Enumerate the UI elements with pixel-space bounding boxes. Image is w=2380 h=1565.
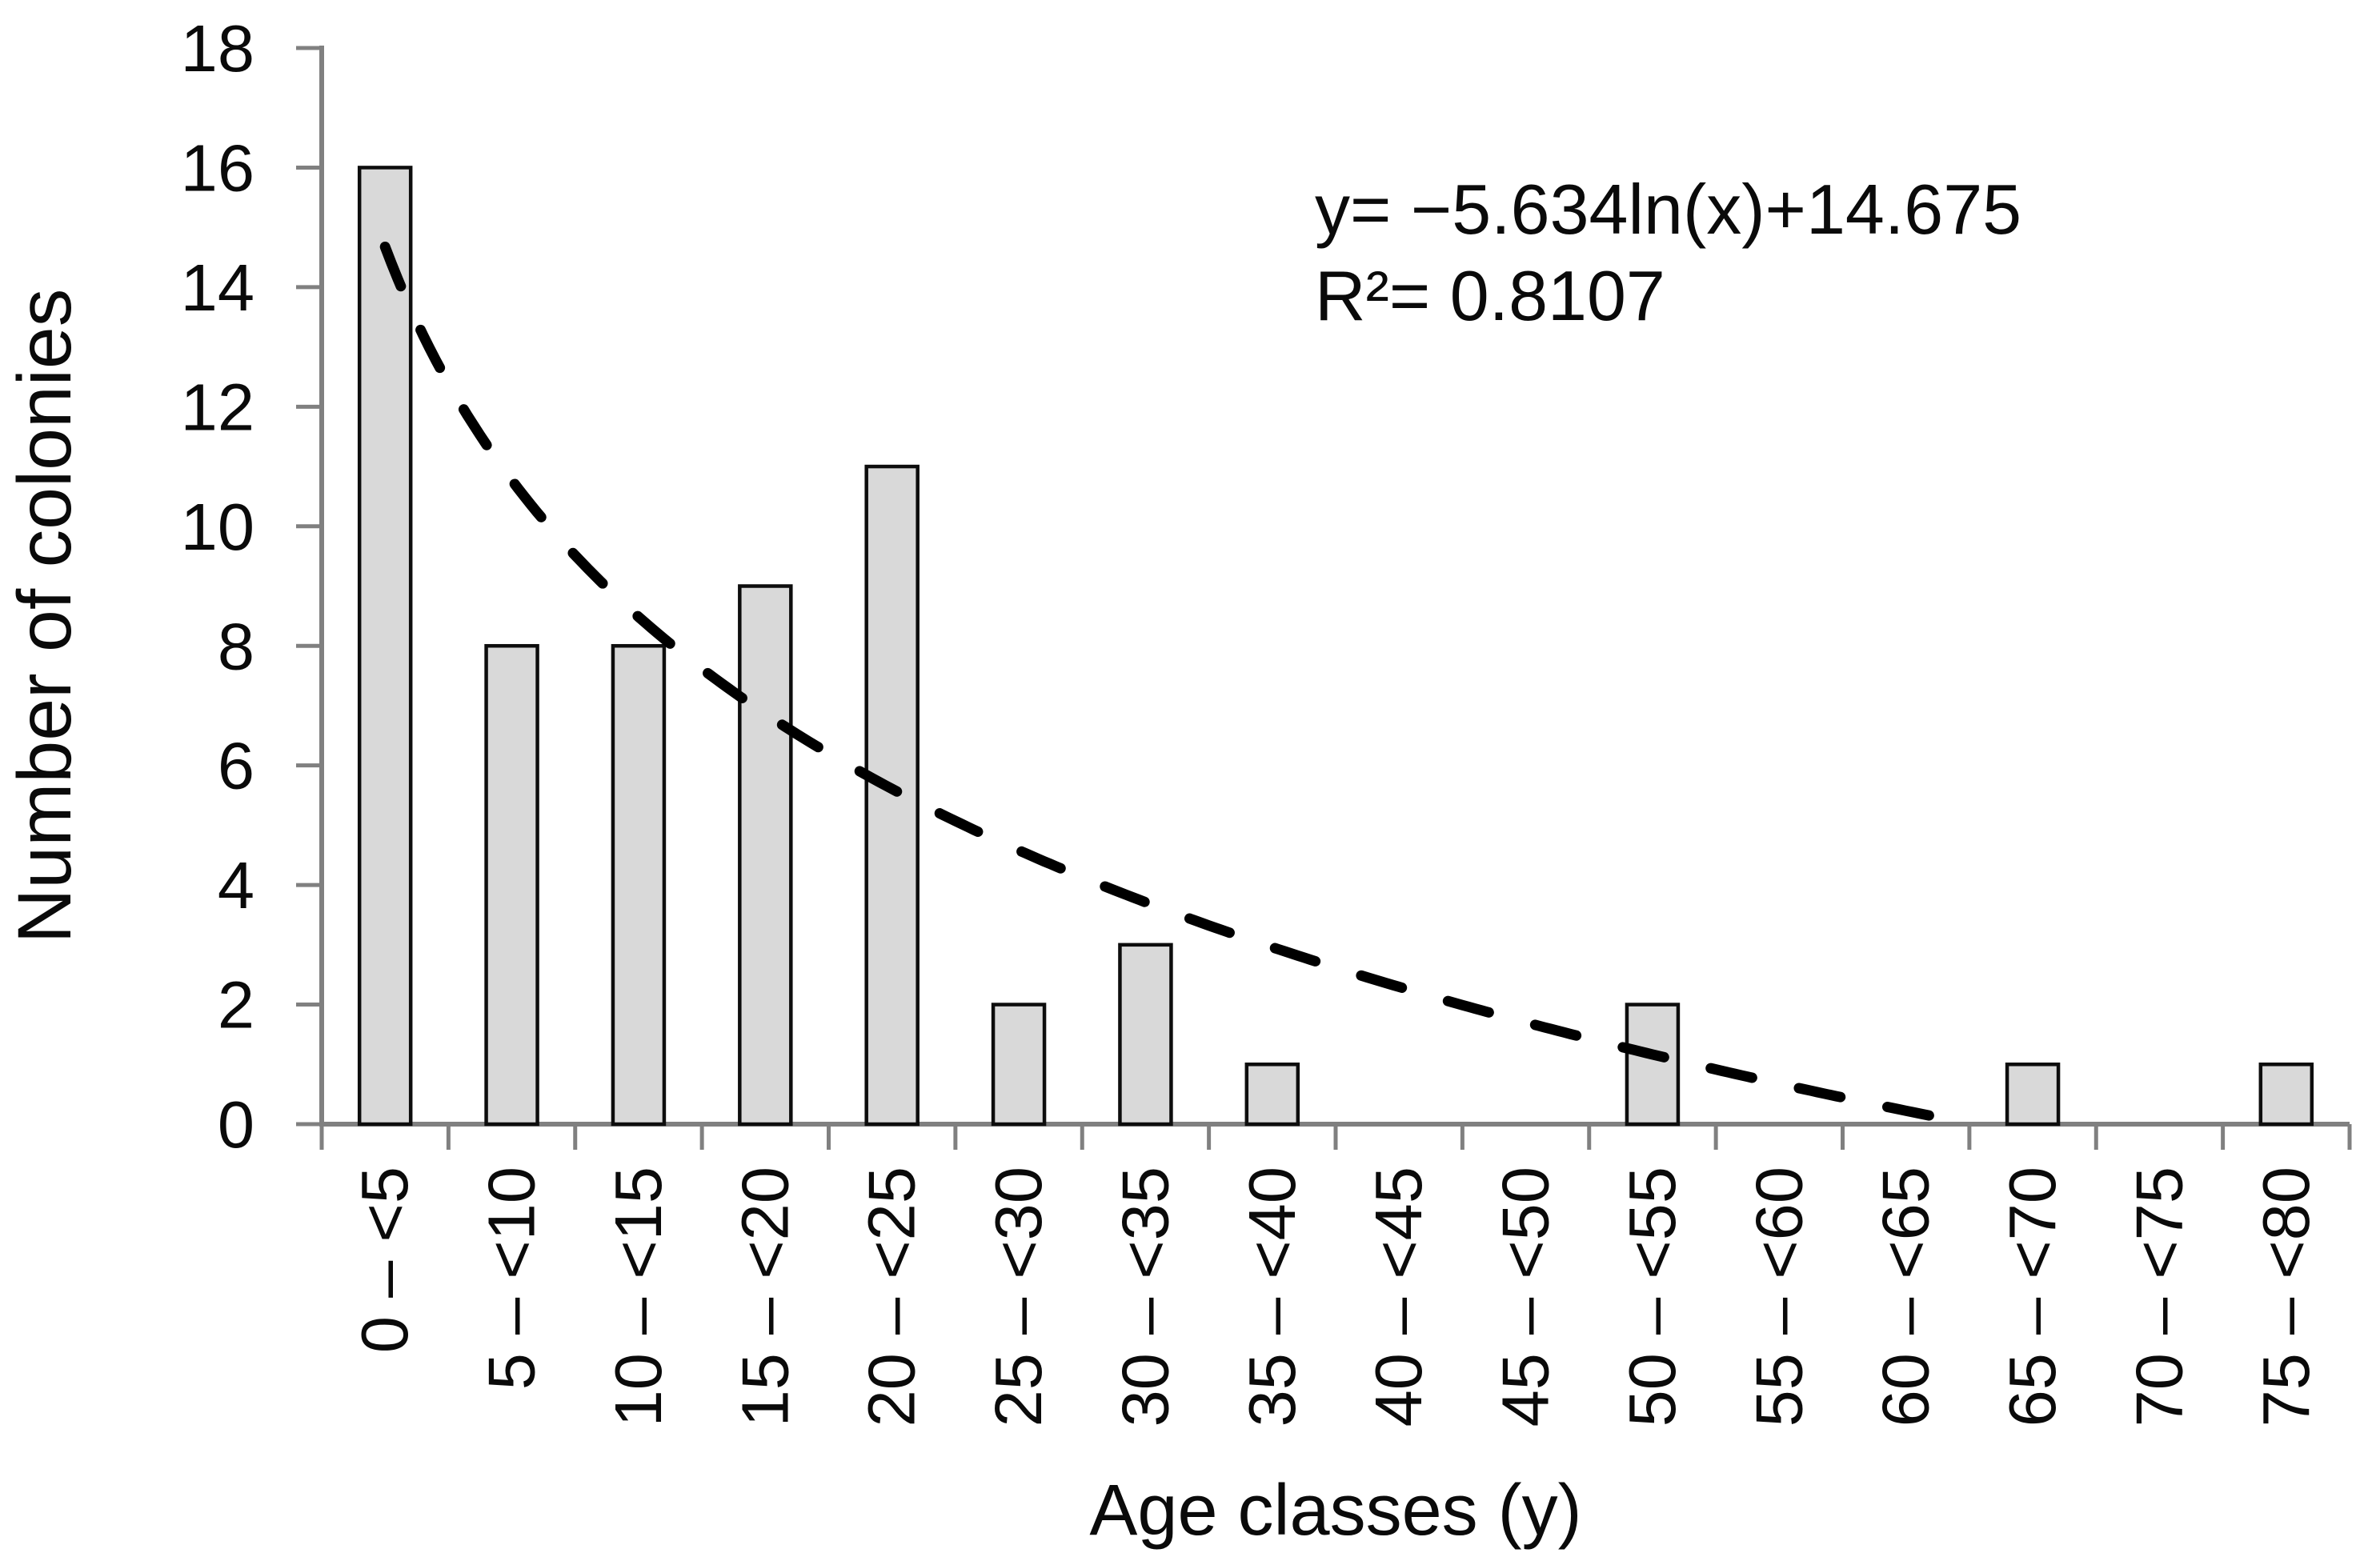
bar	[1625, 1003, 1681, 1127]
y-tick-label: 6	[218, 729, 254, 803]
x-tick-label: 5 – <10	[475, 1167, 549, 1390]
bars-series	[357, 166, 2314, 1127]
x-tick-label: 30 – <35	[1108, 1167, 1182, 1427]
x-tick-label: 60 – <65	[1869, 1167, 1943, 1427]
x-tick-label: 40 – <45	[1361, 1167, 1436, 1427]
y-tick-label: 8	[218, 609, 254, 683]
bar	[2005, 1063, 2061, 1127]
x-tick-label: 15 – <20	[727, 1167, 802, 1427]
x-tick-label: 55 – <60	[1741, 1167, 1816, 1427]
y-tick-label: 10	[181, 490, 254, 564]
y-tick-label: 0	[218, 1087, 254, 1162]
x-axis: 0 – <5 5 – <10 10 – <15 15 – <20 20 – <25 25 …	[319, 1122, 2352, 1427]
y-tick-label: 2	[218, 968, 254, 1043]
bar	[2258, 1063, 2314, 1127]
x-tick-label: 10 – <15	[601, 1167, 675, 1427]
x-tick-label: 50 – <55	[1615, 1167, 1689, 1427]
y-tick-label: 14	[181, 250, 254, 325]
x-tick-label: 75 – <80	[2249, 1167, 2323, 1427]
x-tick-label: 70 – <75	[2122, 1167, 2196, 1427]
bar	[1244, 1063, 1300, 1127]
trendline-r2-label: R²= 0.8107	[1315, 256, 1665, 335]
x-tick-label: 20 – <25	[855, 1167, 929, 1427]
trendline-dashed-curve	[379, 242, 1975, 1129]
bar	[1118, 943, 1173, 1127]
y-tick-label: 18	[181, 11, 254, 86]
x-tick-label: 35 – <40	[1235, 1167, 1309, 1427]
y-axis-title: Number of colonies	[2, 289, 87, 943]
bar	[484, 643, 539, 1127]
bar	[864, 464, 920, 1127]
y-axis: 0 2 4 6 8 10 12 14 16 18	[181, 11, 324, 1162]
bar	[991, 1003, 1047, 1127]
y-tick-label: 12	[181, 370, 254, 444]
x-tick-label: 0 – <5	[347, 1167, 422, 1353]
y-tick-label: 16	[181, 130, 254, 205]
x-tick-label: 25 – <30	[981, 1167, 1056, 1427]
bar	[738, 584, 793, 1127]
y-tick-label: 4	[218, 848, 254, 923]
x-tick-label: 45 – <50	[1489, 1167, 1563, 1427]
trendline-equation-label: y= −5.634ln(x)+14.675	[1315, 170, 2021, 249]
x-axis-title: Age classes (y)	[1089, 1471, 1581, 1551]
bar	[611, 643, 667, 1127]
bar	[357, 166, 413, 1127]
x-tick-label: 65 – <70	[1995, 1167, 2069, 1427]
